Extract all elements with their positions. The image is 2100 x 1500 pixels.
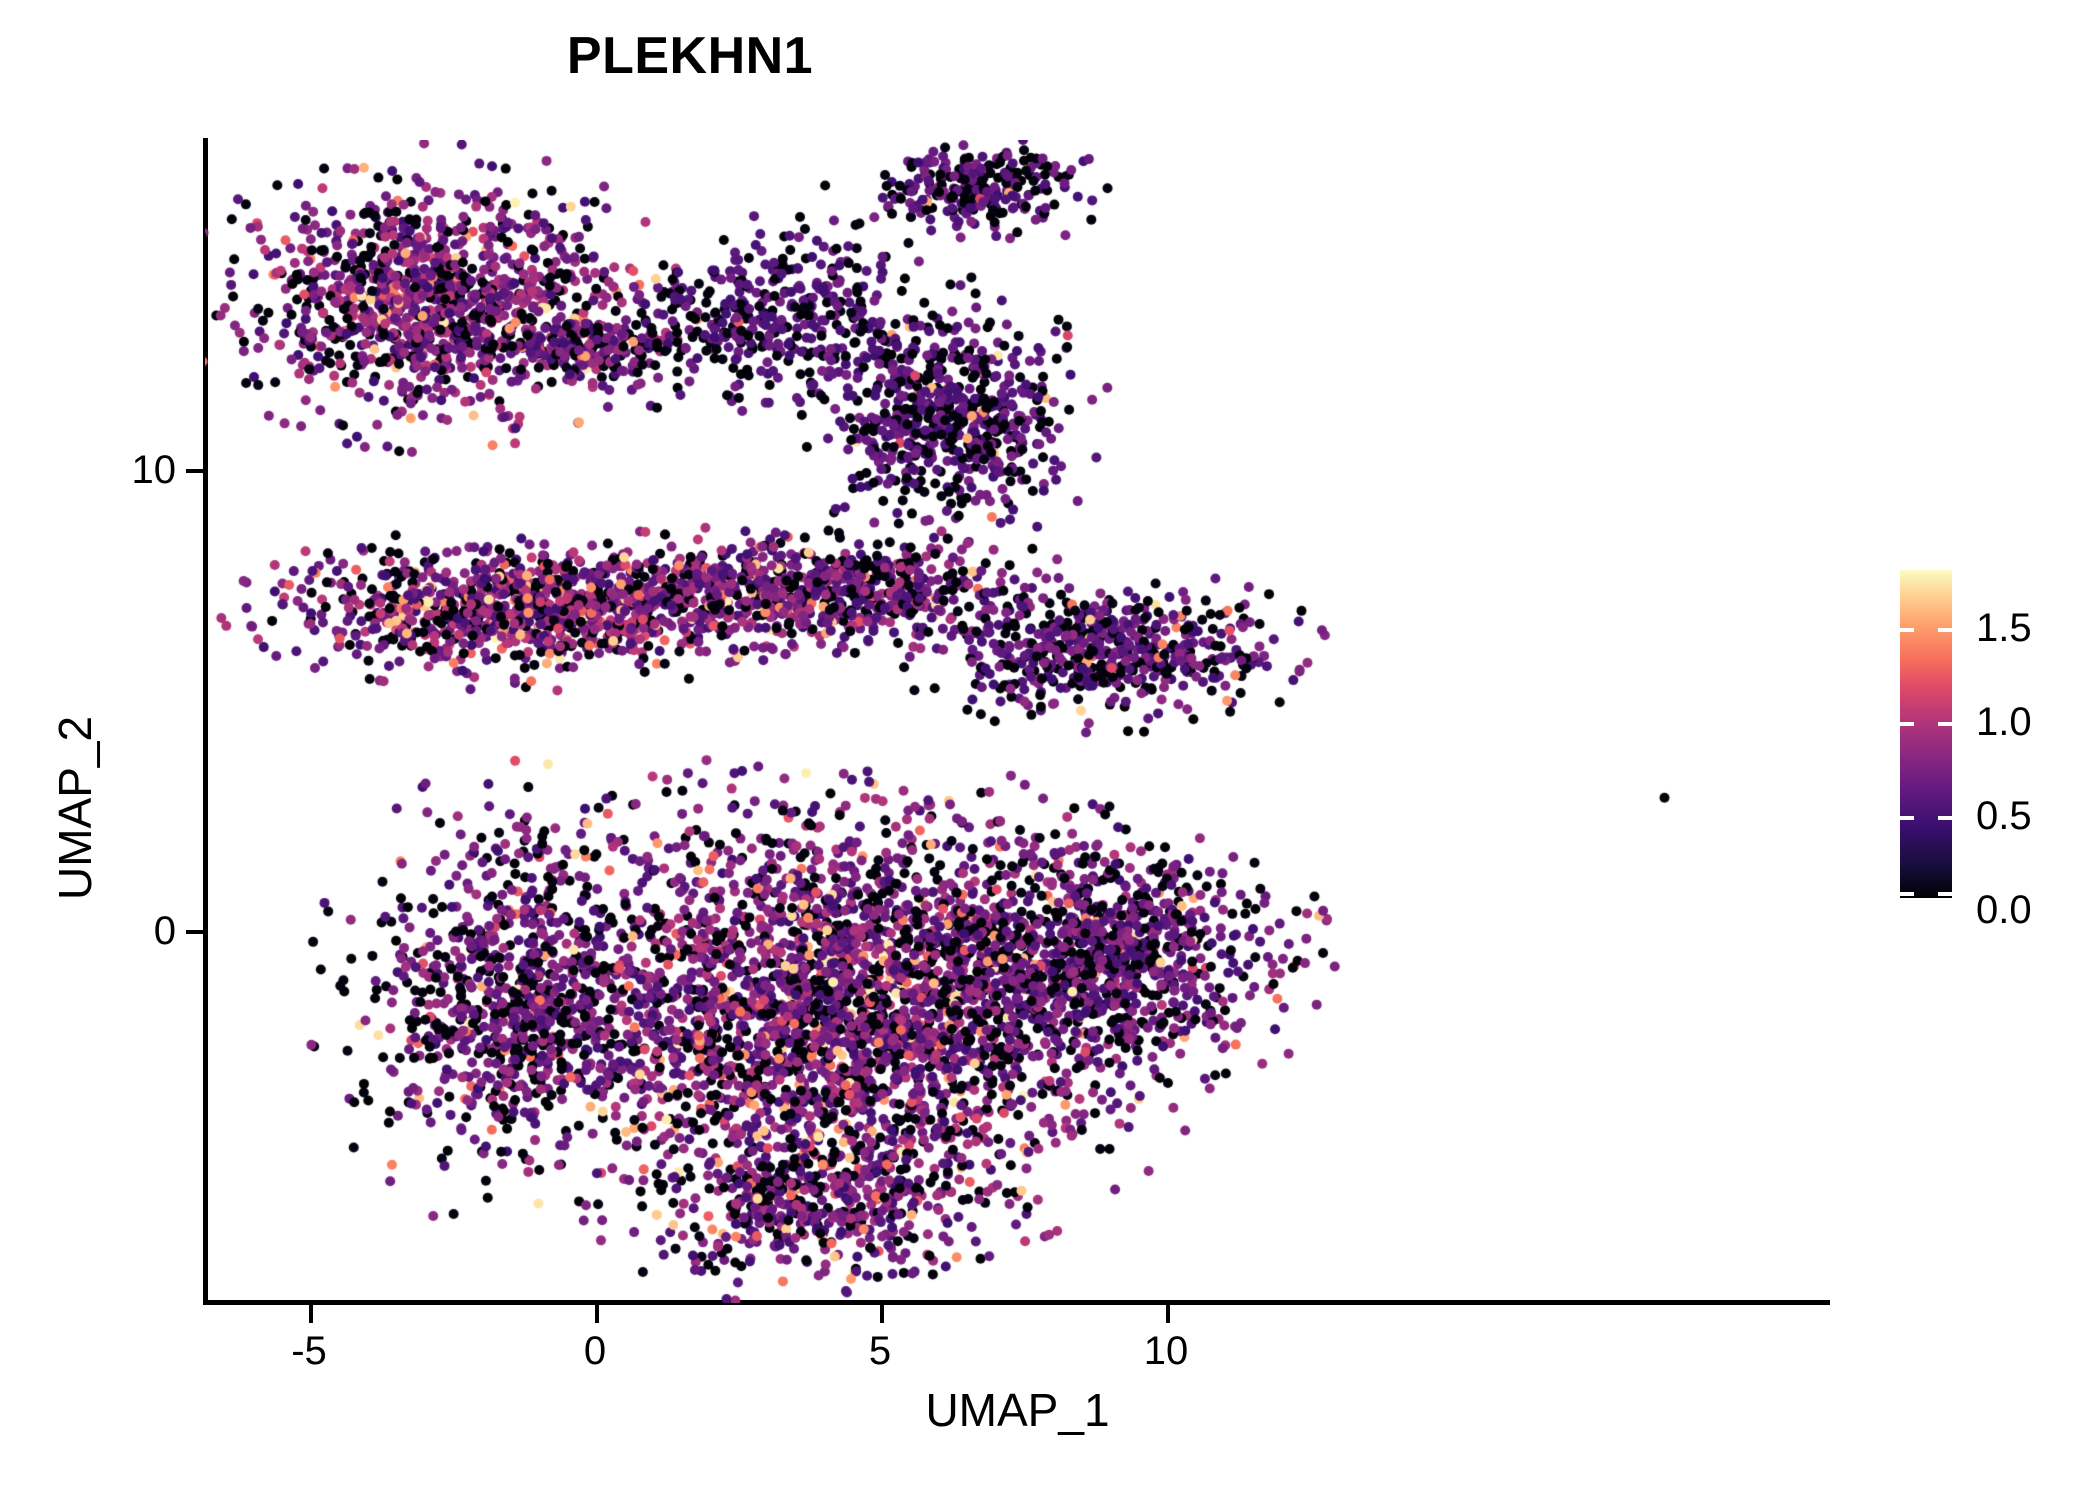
- colorbar-gradient: [1900, 570, 1952, 898]
- colorbar-tick: [1900, 816, 1914, 820]
- scatter-points-canvas: [205, 140, 1830, 1303]
- colorbar-tick: [1938, 892, 1952, 896]
- colorbar-tick: [1938, 816, 1952, 820]
- x-tick-label: 0: [583, 1329, 607, 1373]
- x-axis-title: UMAP_1: [925, 1384, 1110, 1436]
- y-tick-mark: [186, 930, 203, 934]
- colorbar-tick: [1900, 628, 1914, 632]
- y-tick-label: 0: [153, 909, 176, 953]
- colorbar-tick: [1938, 722, 1952, 726]
- colorbar-label: 0.5: [1976, 794, 2032, 838]
- colorbar-tick: [1900, 722, 1914, 726]
- colorbar-tick: [1900, 892, 1914, 896]
- page-title: PLEKHN1: [566, 27, 814, 85]
- y-tick-mark: [186, 469, 203, 473]
- x-tick-mark: [1166, 1305, 1170, 1323]
- x-tick-mark: [880, 1305, 884, 1323]
- y-tick-label: 10: [131, 448, 177, 492]
- x-tick-label: -5: [291, 1329, 327, 1373]
- colorbar-tick: [1938, 628, 1952, 632]
- plot-panel: [205, 140, 1830, 1303]
- y-axis-title: UMAP_2: [49, 715, 101, 900]
- scatter-plot-area: [205, 140, 1830, 1303]
- x-tick-label: 10: [1143, 1329, 1189, 1373]
- x-tick-mark: [595, 1305, 599, 1323]
- x-tick-mark: [309, 1305, 313, 1323]
- colorbar-label: 0.0: [1976, 888, 2032, 932]
- x-tick-label: 5: [868, 1329, 892, 1373]
- colorbar-label: 1.5: [1976, 606, 2032, 650]
- colorbar-label: 1.0: [1976, 700, 2032, 744]
